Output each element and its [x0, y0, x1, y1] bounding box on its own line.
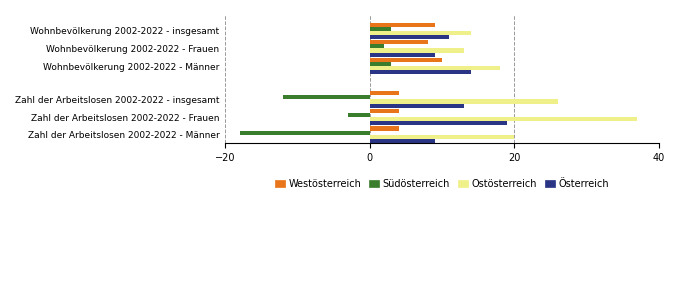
Bar [239, 131, 370, 135]
Bar [370, 117, 637, 121]
Bar [370, 139, 435, 143]
Bar [370, 31, 471, 35]
Bar [370, 40, 428, 44]
Bar [370, 27, 392, 31]
Bar [370, 62, 392, 66]
Bar [370, 48, 464, 53]
Bar [370, 121, 507, 125]
Bar [370, 91, 398, 95]
Bar [370, 103, 464, 108]
Bar [348, 113, 370, 117]
Bar [370, 99, 558, 103]
Bar [370, 66, 500, 70]
Bar [370, 44, 384, 48]
Bar [283, 95, 370, 99]
Bar [370, 35, 449, 39]
Bar [370, 126, 398, 131]
Bar [370, 135, 514, 139]
Bar [370, 58, 442, 62]
Bar [370, 70, 471, 74]
Legend: Westösterreich, Südösterreich, Ostösterreich, Österreich: Westösterreich, Südösterreich, Ostösterr… [271, 175, 613, 192]
Bar [370, 23, 435, 27]
Bar [370, 53, 435, 57]
Bar [370, 109, 398, 113]
